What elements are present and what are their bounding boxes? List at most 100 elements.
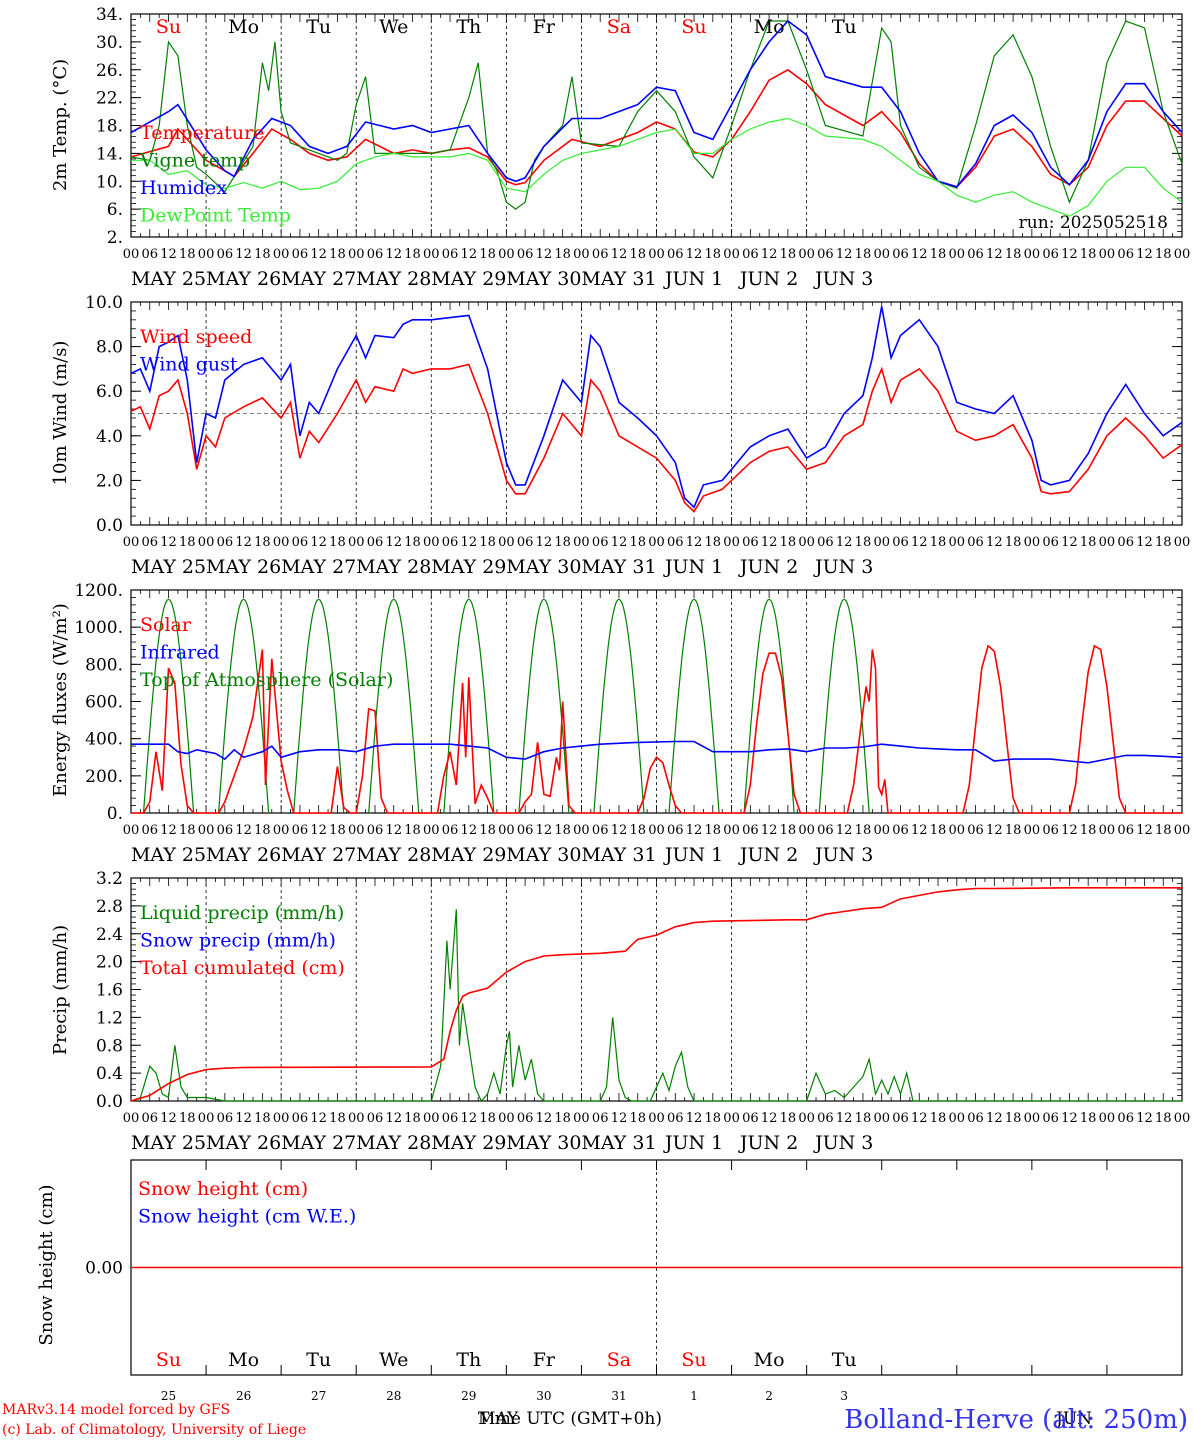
x-hour-label: 06 (367, 535, 384, 550)
x-hour-label: 18 (404, 247, 421, 262)
x-hour-label: 00 (873, 823, 890, 838)
y-tick-label: 22. (96, 89, 123, 109)
day-number-label: 29 (461, 1389, 476, 1403)
day-number-label: 1 (690, 1389, 698, 1403)
weekday-label: Tu (306, 1349, 331, 1371)
x-hour-label: 06 (667, 535, 684, 550)
x-hour-label: 00 (123, 535, 140, 550)
x-hour-label: 12 (911, 247, 928, 262)
x-hour-label: 18 (930, 823, 947, 838)
x-hour-label: 06 (1117, 247, 1134, 262)
x-hour-label: 00 (498, 247, 515, 262)
x-hour-label: 12 (761, 823, 778, 838)
x-date-label: MAY 28 (356, 1132, 431, 1154)
x-hour-label: 12 (1136, 535, 1153, 550)
x-hour-label: 00 (798, 1111, 815, 1126)
x-hour-label: 00 (198, 535, 215, 550)
legend-entry: Liquid precip (mm/h) (140, 902, 344, 924)
station-label: Bolland-Herve (alt: 250m) (844, 1405, 1188, 1435)
x-date-label: JUN 2 (738, 1132, 798, 1154)
x-date-label: MAY 26 (206, 268, 281, 290)
x-hour-label: 00 (873, 1111, 890, 1126)
x-hour-label: 00 (1024, 823, 1041, 838)
x-hour-label: 18 (254, 535, 271, 550)
x-hour-label: 12 (986, 247, 1003, 262)
x-hour-label: 06 (817, 535, 834, 550)
x-hour-label: 12 (1061, 247, 1078, 262)
x-hour-label: 12 (686, 1111, 703, 1126)
x-hour-label: 12 (761, 247, 778, 262)
x-hour-label: 00 (1099, 247, 1116, 262)
x-hour-label: 18 (1080, 535, 1097, 550)
x-hour-label: 12 (310, 247, 327, 262)
x-hour-label: 18 (404, 1111, 421, 1126)
x-hour-label: 18 (629, 1111, 646, 1126)
x-hour-label: 12 (536, 535, 553, 550)
x-hour-label: 12 (235, 247, 252, 262)
x-hour-label: 06 (517, 247, 534, 262)
x-date-label: MAY 29 (431, 1132, 506, 1154)
credit-line-1: MARv3.14 model forced by GFS (2, 1402, 230, 1418)
x-hour-label: 06 (517, 823, 534, 838)
x-date-label: MAY 29 (431, 268, 506, 290)
x-hour-label: 06 (742, 535, 759, 550)
x-date-label: MAY 31 (581, 268, 656, 290)
y-axis-label: 2m Temp. (°C) (50, 59, 71, 191)
x-hour-label: 06 (367, 1111, 384, 1126)
x-hour-label: 00 (123, 247, 140, 262)
x-hour-label: 18 (479, 823, 496, 838)
y-tick-label: 0.0 (96, 1092, 123, 1112)
x-hour-label: 00 (798, 247, 815, 262)
energy-flux-panel: 0.200.400.600.800.1000.1200.00 06 12 18 00 06… (50, 581, 1190, 866)
x-date-label: MAY 26 (206, 1132, 281, 1154)
x-hour-label: 00 (273, 247, 290, 262)
y-tick-label: 10. (96, 172, 123, 192)
x-date-label: MAY 25 (131, 268, 206, 290)
x-date-label: JUN 2 (738, 556, 798, 578)
x-hour-label: 18 (1005, 1111, 1022, 1126)
weekday-label: Sa (607, 1349, 631, 1371)
x-hour-label: 12 (310, 823, 327, 838)
x-hour-label: 12 (836, 823, 853, 838)
legend-entry: Wind speed (140, 326, 252, 348)
x-hour-label: 00 (1099, 1111, 1116, 1126)
x-hour-label: 06 (592, 1111, 609, 1126)
legend-entry: Snow precip (mm/h) (140, 930, 336, 952)
x-hour-label: 12 (160, 247, 177, 262)
x-hour-label: 12 (461, 823, 478, 838)
x-hour-label: 18 (479, 535, 496, 550)
x-hour-label: 00 (798, 535, 815, 550)
weekday-label: Su (156, 1349, 181, 1371)
x-date-label: MAY 31 (581, 556, 656, 578)
x-hour-label: 00 (723, 823, 740, 838)
toa-solar-curve (293, 598, 345, 814)
x-hour-label: 06 (1042, 1111, 1059, 1126)
weekday-label: Su (681, 1349, 706, 1371)
snow-height-panel: 0.00 Su 25 Mo 26 Tu 27 We 28 Th 29 Fr 30 Sa 31 Su 1 Mo 2 Tu… (36, 1159, 1183, 1429)
x-hour-label: 12 (836, 247, 853, 262)
wind-panel: 0.02.04.06.08.010.000 06 12 18 00 06 12 18 00 06 1… (50, 293, 1190, 578)
x-hour-label: 06 (1117, 535, 1134, 550)
x-hour-label: 18 (629, 823, 646, 838)
x-hour-label: 12 (761, 535, 778, 550)
x-date-label: JUN 1 (663, 1132, 723, 1154)
x-hour-label: 06 (442, 535, 459, 550)
x-hour-label: 12 (1136, 823, 1153, 838)
y-tick-label: 14. (96, 144, 123, 164)
series-line (130, 363, 1183, 513)
y-tick-label: 18. (96, 117, 123, 137)
y-tick-label: 2.4 (96, 925, 123, 945)
legend-entry: Infrared (140, 642, 220, 664)
x-hour-label: 06 (742, 823, 759, 838)
y-tick-label: 6.0 (96, 382, 123, 402)
x-hour-label: 12 (986, 1111, 1003, 1126)
x-hour-label: 12 (1136, 247, 1153, 262)
x-date-label: MAY 29 (431, 556, 506, 578)
month-label: MAY (478, 1409, 519, 1429)
x-hour-label: 12 (160, 823, 177, 838)
weekday-label: Fr (533, 16, 556, 38)
x-hour-label: 00 (1024, 247, 1041, 262)
x-hour-label: 00 (873, 247, 890, 262)
weekday-label: Fr (533, 1349, 556, 1371)
x-hour-label: 12 (611, 823, 628, 838)
